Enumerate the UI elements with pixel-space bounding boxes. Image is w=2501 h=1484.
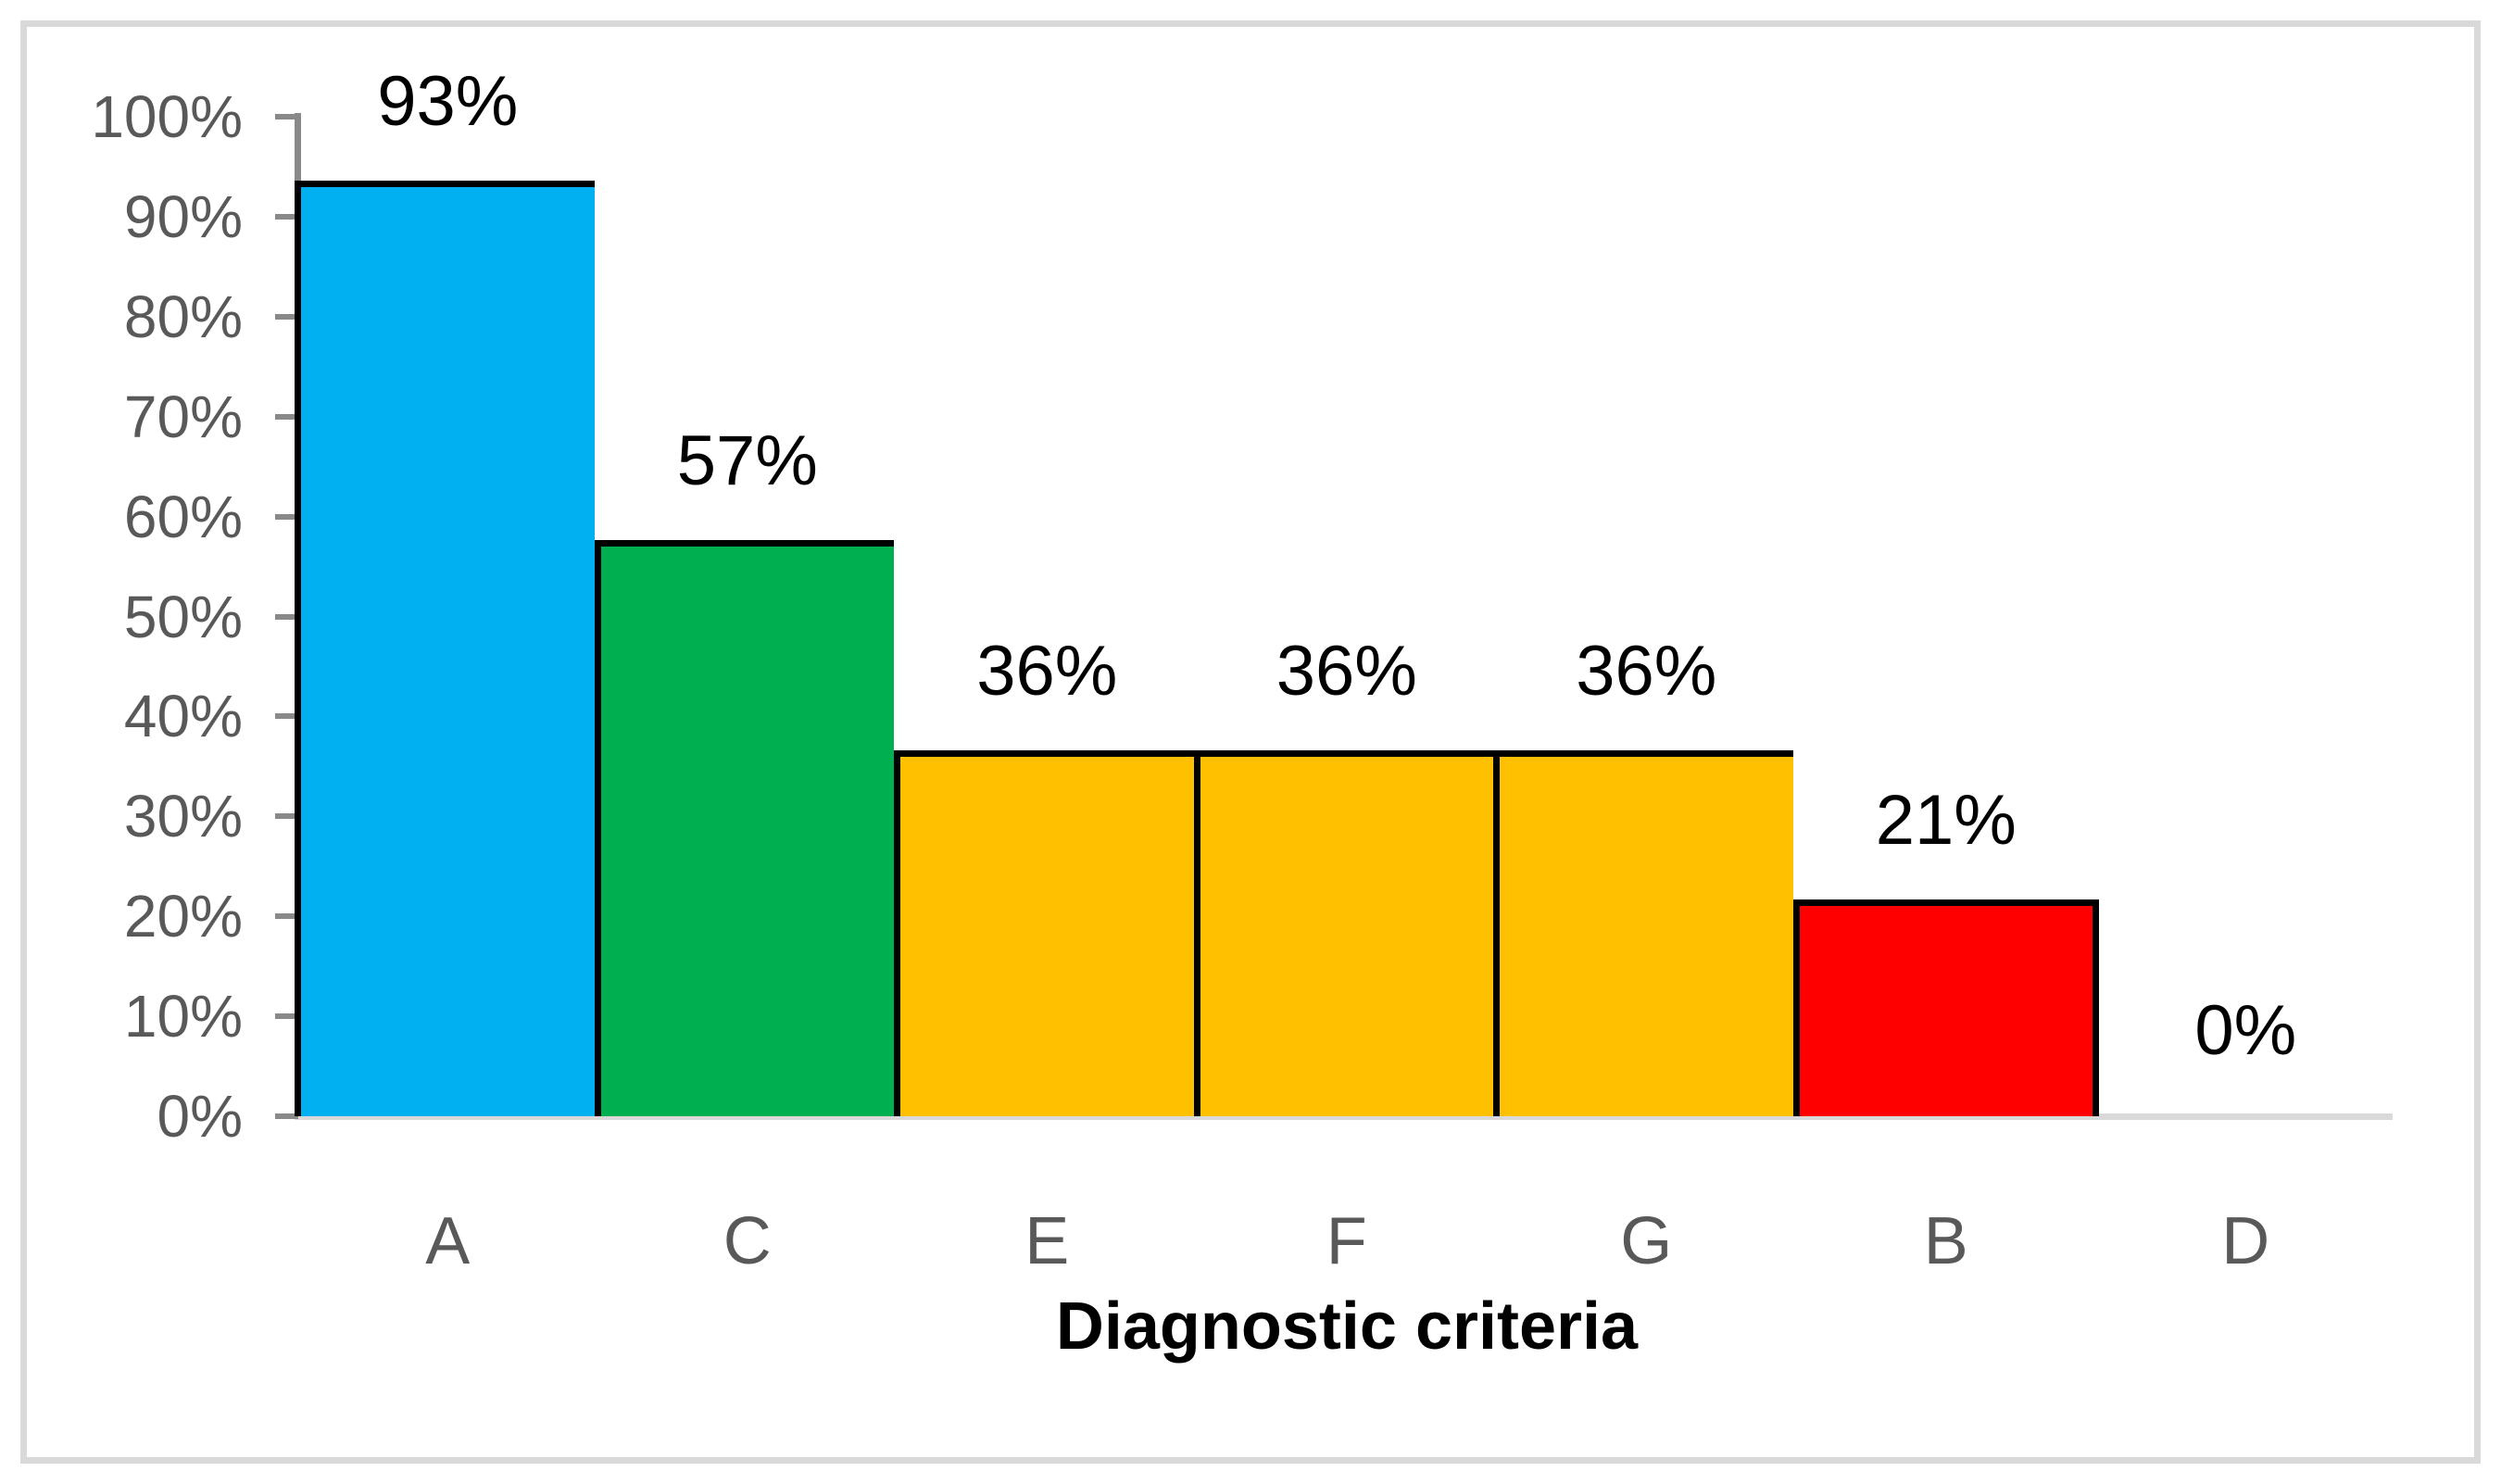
bar-C [594, 539, 894, 1116]
y-tick-mark [274, 813, 298, 820]
bar-value-label-F: 36% [1276, 631, 1417, 711]
bar-value-label-E: 36% [976, 631, 1118, 711]
bar-E [894, 749, 1194, 1116]
y-tick-label: 100% [91, 83, 243, 150]
bar-value-label-G: 36% [1576, 631, 1717, 711]
bar-value-label-C: 57% [676, 421, 818, 500]
x-tick-label-C: C [723, 1204, 772, 1278]
y-tick-mark [274, 114, 298, 119]
x-axis-title: Diagnostic criteria [1055, 1289, 1639, 1364]
bar-value-label-D: 0% [2194, 991, 2297, 1070]
x-tick-label-B: B [1923, 1204, 1968, 1278]
x-tick-label-D: D [2221, 1204, 2270, 1278]
bar-A [295, 180, 595, 1116]
y-tick-label: 40% [123, 683, 243, 750]
x-tick-label-F: F [1326, 1204, 1367, 1278]
x-tick-label-G: G [1620, 1204, 1673, 1278]
y-tick-mark [274, 913, 298, 920]
y-tick-label: 50% [123, 583, 243, 650]
y-tick-mark [274, 1013, 298, 1020]
y-tick-label: 10% [123, 983, 243, 1050]
y-tick-label: 70% [123, 383, 243, 450]
y-tick-mark [274, 1113, 298, 1119]
y-tick-label: 80% [123, 283, 243, 350]
y-tick-mark [274, 613, 298, 620]
bar-value-label-A: 93% [377, 61, 519, 141]
chart-frame-border [20, 20, 2481, 1464]
y-tick-mark [274, 713, 298, 720]
y-tick-mark [274, 513, 298, 520]
bar-G [1493, 749, 1793, 1116]
y-tick-label: 20% [123, 883, 243, 950]
y-tick-label: 30% [123, 783, 243, 850]
x-axis-baseline [295, 1113, 2393, 1120]
y-tick-mark [274, 213, 298, 220]
bar-value-label-B: 21% [1875, 781, 2017, 861]
y-tick-mark [274, 313, 298, 320]
y-tick-label: 60% [123, 483, 243, 550]
x-tick-label-E: E [1024, 1204, 1070, 1278]
y-tick-label: 0% [157, 1083, 244, 1150]
x-tick-label-A: A [425, 1204, 471, 1278]
y-tick-mark [274, 413, 298, 420]
bar-F [1193, 749, 1493, 1116]
bar-B [1792, 899, 2099, 1116]
y-tick-label: 90% [123, 182, 243, 250]
